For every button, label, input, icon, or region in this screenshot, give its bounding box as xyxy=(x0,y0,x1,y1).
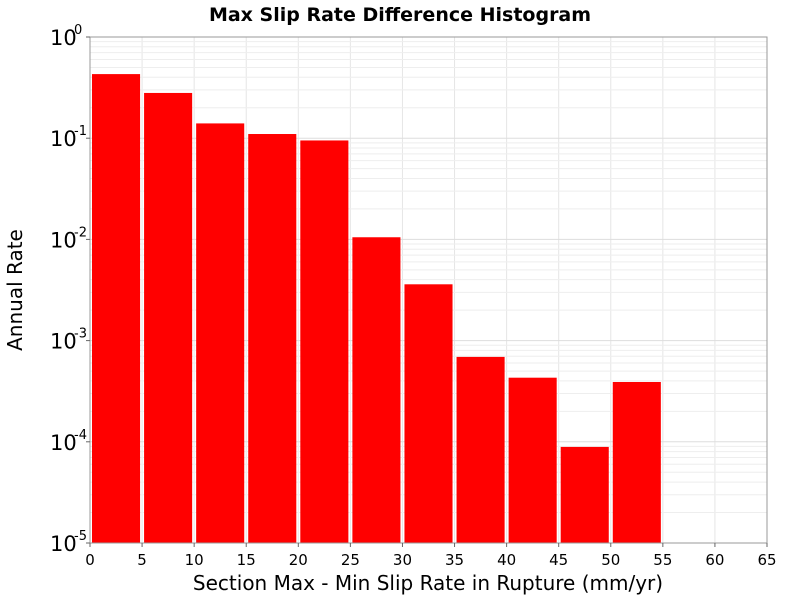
x-tick-label: 15 xyxy=(237,551,256,569)
x-tick-label: 5 xyxy=(137,551,147,569)
histogram-bar xyxy=(612,381,661,543)
y-tick-label: 10 xyxy=(50,26,77,50)
y-axis-label: Annual Rate xyxy=(3,229,27,351)
x-axis-label: Section Max - Min Slip Rate in Rupture (… xyxy=(193,571,663,595)
x-tick-label: 45 xyxy=(549,551,568,569)
histogram-bar xyxy=(508,377,557,543)
x-tick-label: 60 xyxy=(705,551,724,569)
histogram-bar xyxy=(92,74,141,544)
histogram-bar xyxy=(300,140,349,543)
x-axis-ticks: 0 5 10 15 20 25 30 35 40 45 50 55 60 65 xyxy=(85,543,777,569)
x-tick-label: 35 xyxy=(445,551,464,569)
y-tick-label: 10 xyxy=(50,127,77,151)
histogram-bar xyxy=(144,92,193,544)
x-tick-label: 10 xyxy=(185,551,204,569)
histogram-bar xyxy=(456,356,505,543)
y-tick-exponent: -2 xyxy=(74,225,87,240)
y-tick-label: 10 xyxy=(50,431,77,455)
histogram-bar xyxy=(404,284,453,543)
y-tick-label: 10 xyxy=(50,228,77,252)
y-tick-exponent: -5 xyxy=(74,529,87,544)
histogram-bar xyxy=(352,237,401,543)
x-tick-label: 0 xyxy=(85,551,95,569)
x-tick-label: 50 xyxy=(601,551,620,569)
x-tick-label: 55 xyxy=(653,551,672,569)
plot-border xyxy=(89,36,768,544)
x-tick-label: 65 xyxy=(757,551,776,569)
histogram-bar xyxy=(560,446,609,543)
histogram-bar xyxy=(248,134,297,544)
chart-title: Max Slip Rate Difference Histogram xyxy=(209,4,591,26)
bar-series xyxy=(92,74,661,544)
x-tick-label: 30 xyxy=(393,551,412,569)
y-tick-label: 10 xyxy=(50,330,77,354)
y-tick-exponent: -1 xyxy=(74,124,87,139)
x-tick-label: 20 xyxy=(289,551,308,569)
x-tick-label: 25 xyxy=(341,551,360,569)
histogram-bar xyxy=(196,123,245,544)
y-tick-exponent: 0 xyxy=(74,23,82,38)
y-tick-exponent: -4 xyxy=(74,428,87,443)
y-tick-exponent: -3 xyxy=(74,327,87,342)
x-tick-label: 40 xyxy=(497,551,516,569)
y-tick-label: 10 xyxy=(50,532,77,556)
